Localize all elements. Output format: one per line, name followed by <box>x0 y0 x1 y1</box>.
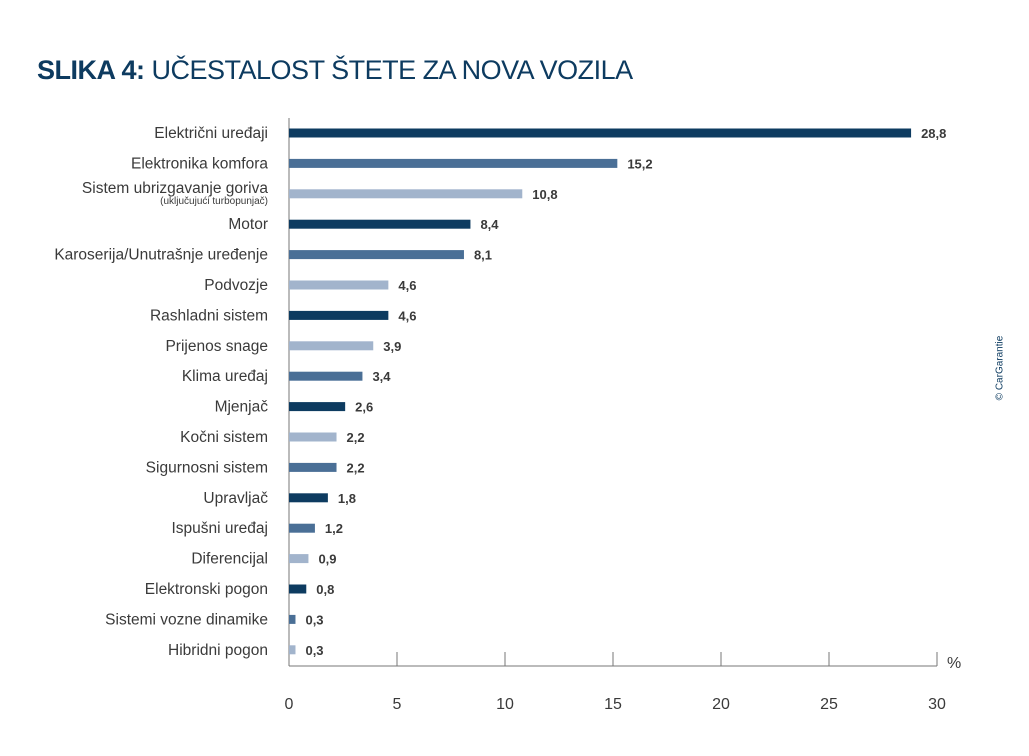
bar <box>289 158 618 168</box>
category-label: Rashladni sistem <box>150 307 268 324</box>
value-label: 3,9 <box>383 339 401 354</box>
category-label: Sistemi vozne dinamike <box>105 611 268 628</box>
category-label: Ispušni uređaj <box>171 520 268 537</box>
bar <box>289 219 471 229</box>
x-tick-label: 15 <box>604 696 622 713</box>
bar <box>289 584 307 594</box>
value-label: 1,8 <box>338 491 356 506</box>
category-label: Električni uređaji <box>154 125 268 142</box>
category-label: Diferencijal <box>191 551 268 568</box>
category-label: Elektronski pogon <box>145 581 268 598</box>
value-label: 2,2 <box>347 460 365 475</box>
bar <box>289 402 346 412</box>
bar <box>289 432 337 442</box>
category-label: Kočni sistem <box>180 429 268 446</box>
value-label: 28,8 <box>921 126 946 141</box>
copyright-note: © CarGarantie <box>994 335 1006 401</box>
bar <box>289 371 363 381</box>
value-label: 4,6 <box>398 278 416 293</box>
bar <box>289 554 309 564</box>
category-label: Elektronika komfora <box>131 155 268 172</box>
bar <box>289 310 389 320</box>
category-label: Sigurnosni sistem <box>146 459 268 476</box>
chart-title: SLIKA 4: UČESTALOST ŠTETE ZA NOVA VOZILA <box>37 55 633 86</box>
bar <box>289 189 523 199</box>
value-label: 4,6 <box>398 308 416 323</box>
value-label: 8,1 <box>474 248 492 263</box>
x-tick-label: 30 <box>928 696 946 713</box>
bar <box>289 493 328 503</box>
bar <box>289 645 296 655</box>
x-tick-label: 20 <box>712 696 730 713</box>
category-label: Hibridni pogon <box>168 642 268 659</box>
x-axis-unit: % <box>947 655 961 672</box>
x-tick-label: 10 <box>496 696 514 713</box>
bar <box>289 280 389 290</box>
value-label: 0,9 <box>318 552 336 567</box>
bar <box>289 341 374 351</box>
category-label: Motor <box>228 216 268 233</box>
category-label: Upravljač <box>203 490 268 507</box>
x-tick-label: 25 <box>820 696 838 713</box>
value-label: 15,2 <box>627 156 652 171</box>
category-label: Sistem ubrizgavanje goriva <box>82 180 268 197</box>
x-tick-label: 5 <box>393 696 402 713</box>
x-tick-label: 0 <box>285 696 294 713</box>
value-label: 8,4 <box>480 217 499 232</box>
bar <box>289 523 315 533</box>
value-label: 1,2 <box>325 521 343 536</box>
bar <box>289 614 296 624</box>
value-label: 3,4 <box>372 369 391 384</box>
bar <box>289 462 337 472</box>
title-text: UČESTALOST ŠTETE ZA NOVA VOZILA <box>151 55 634 85</box>
category-label: Mjenjač <box>215 399 269 416</box>
value-label: 0,3 <box>305 612 323 627</box>
bar <box>289 250 464 260</box>
value-label: 0,8 <box>316 582 334 597</box>
value-label: 2,2 <box>347 430 365 445</box>
category-label: Podvozje <box>204 277 268 294</box>
category-sublabel: (uključujući turbopunjač) <box>160 196 268 207</box>
value-label: 10,8 <box>532 187 557 202</box>
value-label: 2,6 <box>355 400 373 415</box>
title-figure-number: SLIKA 4: <box>37 55 145 85</box>
value-label: 0,3 <box>305 643 323 658</box>
category-label: Karoserija/Unutrašnje uređenje <box>54 247 268 264</box>
category-label: Prijenos snage <box>165 338 268 355</box>
bar <box>289 128 912 138</box>
category-label: Klima uređaj <box>182 368 268 385</box>
